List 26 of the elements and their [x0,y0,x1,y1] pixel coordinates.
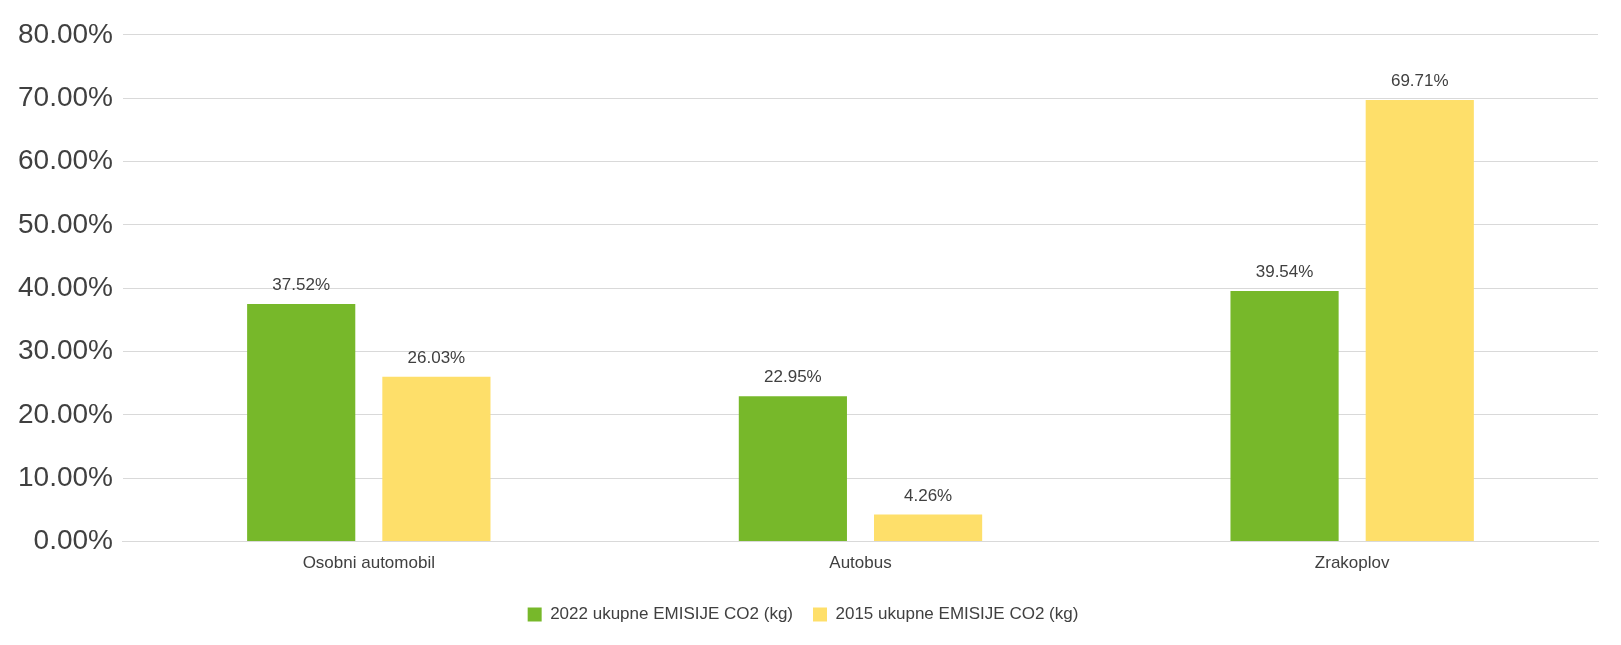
y-tick-label: 0.00% [33,524,113,556]
data-label: 39.54% [1255,262,1314,282]
x-tick-label: Osobni automobil [302,553,435,573]
data-label: 4.26% [903,485,953,505]
y-tick-label: 50.00% [18,207,113,239]
legend-label: 2015 ukupne EMISIJE CO2 (kg) [835,604,1079,624]
bar [738,396,847,542]
x-tick-label: Zrakoplov [1314,553,1390,573]
y-tick-label: 40.00% [18,270,113,302]
y-tick-label: 60.00% [18,144,113,176]
y-tick-label: 80.00% [18,17,113,49]
y-tick-label: 70.00% [18,80,113,112]
bar [874,514,983,542]
bar [1365,99,1474,542]
data-label: 69.71% [1390,71,1449,91]
bar [1230,291,1339,542]
bar [382,376,491,542]
data-label: 26.03% [407,347,466,367]
data-label: 37.52% [272,275,331,295]
y-tick-label: 20.00% [18,397,113,429]
y-tick-label: 10.00% [18,460,113,492]
y-tick-label: 30.00% [18,334,113,366]
legend-label: 2022 ukupne EMISIJE CO2 (kg) [550,604,793,624]
data-label: 22.95% [764,367,822,387]
x-tick-label: Autobus [829,553,892,573]
bar [247,303,356,542]
